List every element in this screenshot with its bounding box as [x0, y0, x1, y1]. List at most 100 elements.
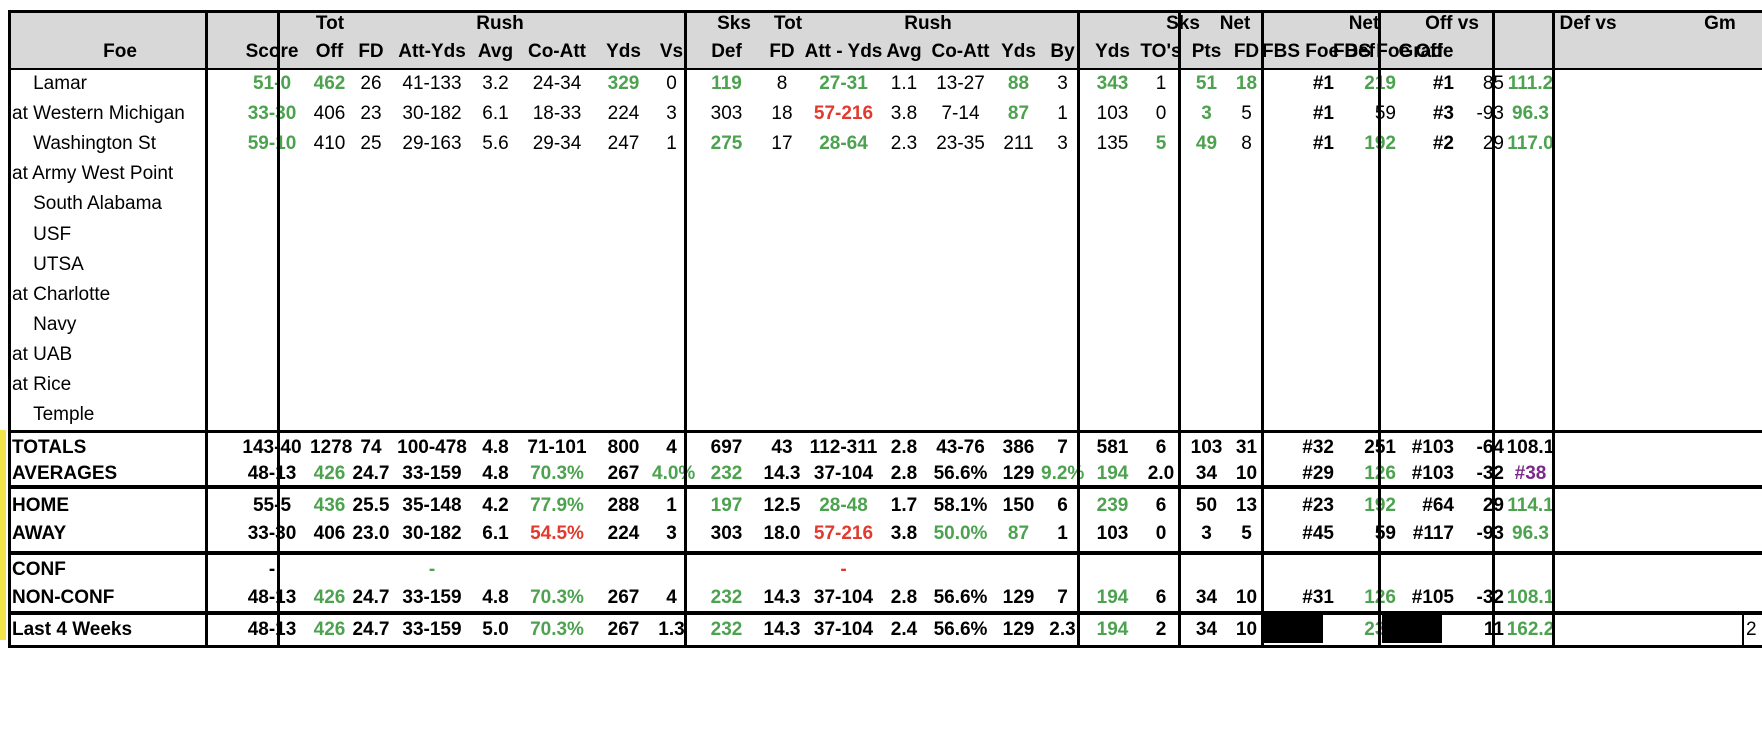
header-top-label: Net — [1348, 13, 1380, 34]
stat-cell: 406 — [313, 103, 346, 125]
summary-cell: 34 — [1195, 619, 1218, 640]
summary-cell: #105 — [1411, 587, 1454, 608]
stat-cell: 18 — [1235, 73, 1258, 94]
stat-cell: 224 — [607, 103, 640, 125]
stat-cell: 25 — [360, 133, 382, 155]
foe-name: at Western Michigan — [12, 103, 185, 125]
summary-cell: 48-13 — [247, 619, 297, 640]
summary-cell: 436 — [313, 495, 346, 516]
summary-cell: 77.9% — [530, 495, 584, 516]
summary-cell: 14.3 — [763, 463, 801, 484]
summary-cell: 56.6% — [933, 587, 988, 608]
summary-cell: 192 — [1333, 494, 1396, 518]
grid-line — [1178, 10, 1181, 645]
summary-label: AWAY — [12, 523, 67, 544]
stat-cell: 410 — [313, 133, 346, 155]
grid-line — [8, 10, 11, 645]
summary-cell: 4.8 — [482, 587, 509, 608]
summary-cell: 1 — [1057, 523, 1068, 544]
summary-cell: 6.1 — [482, 523, 509, 544]
grid-line — [8, 551, 1762, 553]
stat-cell: -93 — [1476, 103, 1504, 125]
summary-cell: 194 — [1096, 619, 1129, 640]
stat-cell: 49 — [1195, 133, 1218, 155]
summary-cell: 70.3% — [530, 463, 584, 484]
stat-cell: 103 — [1096, 103, 1129, 125]
summary-cell: 697 — [710, 437, 743, 458]
summary-cell: 406 — [313, 523, 346, 544]
header-bottom-label: FD — [1233, 41, 1260, 62]
summary-cell: 7 — [1057, 437, 1068, 458]
summary-cell: 23.0 — [352, 523, 390, 544]
grid-line — [8, 430, 1762, 433]
stat-cell: #3 — [1432, 103, 1454, 125]
stat-cell: 28-64 — [819, 133, 868, 155]
header-top-label: Off vs — [1425, 13, 1479, 34]
foe-name: Navy — [12, 313, 77, 335]
summary-cell: 114.1 — [1507, 495, 1554, 516]
grid-line — [277, 10, 280, 645]
summary-cell: 6 — [1155, 437, 1167, 458]
summary-cell: 232 — [710, 587, 743, 608]
stat-cell: 117.0 — [1507, 133, 1554, 155]
summary-cell: 581 — [1096, 437, 1129, 458]
stat-cell: 275 — [710, 133, 743, 155]
summary-cell: 43 — [771, 437, 793, 458]
summary-cell: #103 — [1411, 463, 1454, 484]
header-top-label: Sks — [1166, 13, 1200, 34]
stat-cell: #1 — [1432, 73, 1454, 94]
summary-cell: 71-101 — [527, 437, 587, 458]
stat-cell: 3 — [666, 103, 677, 125]
summary-cell: 6 — [1155, 495, 1167, 516]
grid-line — [8, 485, 1762, 487]
summary-cell: 10 — [1235, 463, 1258, 484]
summary-cell: #103 — [1411, 437, 1454, 458]
stat-cell: 17 — [771, 133, 793, 155]
summary-cell: 24.7 — [352, 587, 390, 608]
stat-cell: 119 — [711, 73, 742, 94]
stat-cell: 5 — [1241, 103, 1252, 125]
stat-cell: 5 — [1155, 133, 1167, 155]
grid-line — [8, 611, 1762, 613]
stat-cell: 29-34 — [532, 133, 582, 155]
stat-cell: 24-34 — [532, 73, 582, 94]
summary-cell: 194 — [1096, 463, 1129, 484]
summary-cell: 58.1% — [933, 495, 988, 516]
header-top-label: Gm — [1704, 13, 1736, 34]
summary-cell: 108.1 — [1506, 437, 1555, 458]
stat-cell: 18-33 — [532, 103, 582, 125]
summary-cell: 3 — [666, 523, 677, 544]
header-bottom-label: Foe — [103, 41, 137, 62]
summary-cell: 251 — [1333, 436, 1396, 460]
summary-cell: 3.8 — [890, 523, 918, 544]
summary-cell: #38 — [1514, 463, 1547, 484]
summary-cell: -32 — [1476, 587, 1504, 608]
header-bottom-label: Avg — [886, 41, 922, 62]
summary-label: CONF — [12, 559, 66, 580]
summary-cell: 59 — [1374, 523, 1396, 544]
stat-cell: 57-216 — [813, 103, 874, 125]
summary-cell: 28-48 — [819, 495, 868, 516]
stat-cell: 343 — [1096, 73, 1129, 94]
stat-cell: 192 — [1333, 132, 1396, 156]
summary-cell: 24.7 — [352, 463, 390, 484]
header-top-label: Rush — [476, 13, 524, 34]
header-bottom-label: Yds — [606, 41, 641, 62]
summary-cell: 4 — [666, 587, 677, 608]
stat-cell: 30-182 — [402, 103, 462, 125]
summary-cell: #32 — [1302, 437, 1334, 458]
summary-cell: 129 — [1002, 463, 1035, 484]
summary-cell: - — [840, 559, 847, 580]
stat-cell: 1.1 — [890, 73, 918, 94]
grid-line — [1378, 10, 1381, 645]
stat-cell: 23 — [360, 103, 382, 125]
summary-label: HOME — [12, 495, 69, 516]
header-bottom-label: FBS Foe Off — [1333, 41, 1443, 62]
header-bottom-label: Pts — [1191, 41, 1222, 62]
summary-cell: 108.1 — [1506, 587, 1555, 608]
grid-line — [205, 10, 208, 645]
summary-cell: 800 — [607, 437, 640, 458]
foe-name: at Rice — [12, 374, 72, 395]
stat-cell: 219 — [1333, 72, 1396, 96]
foe-name: USF — [12, 223, 72, 245]
